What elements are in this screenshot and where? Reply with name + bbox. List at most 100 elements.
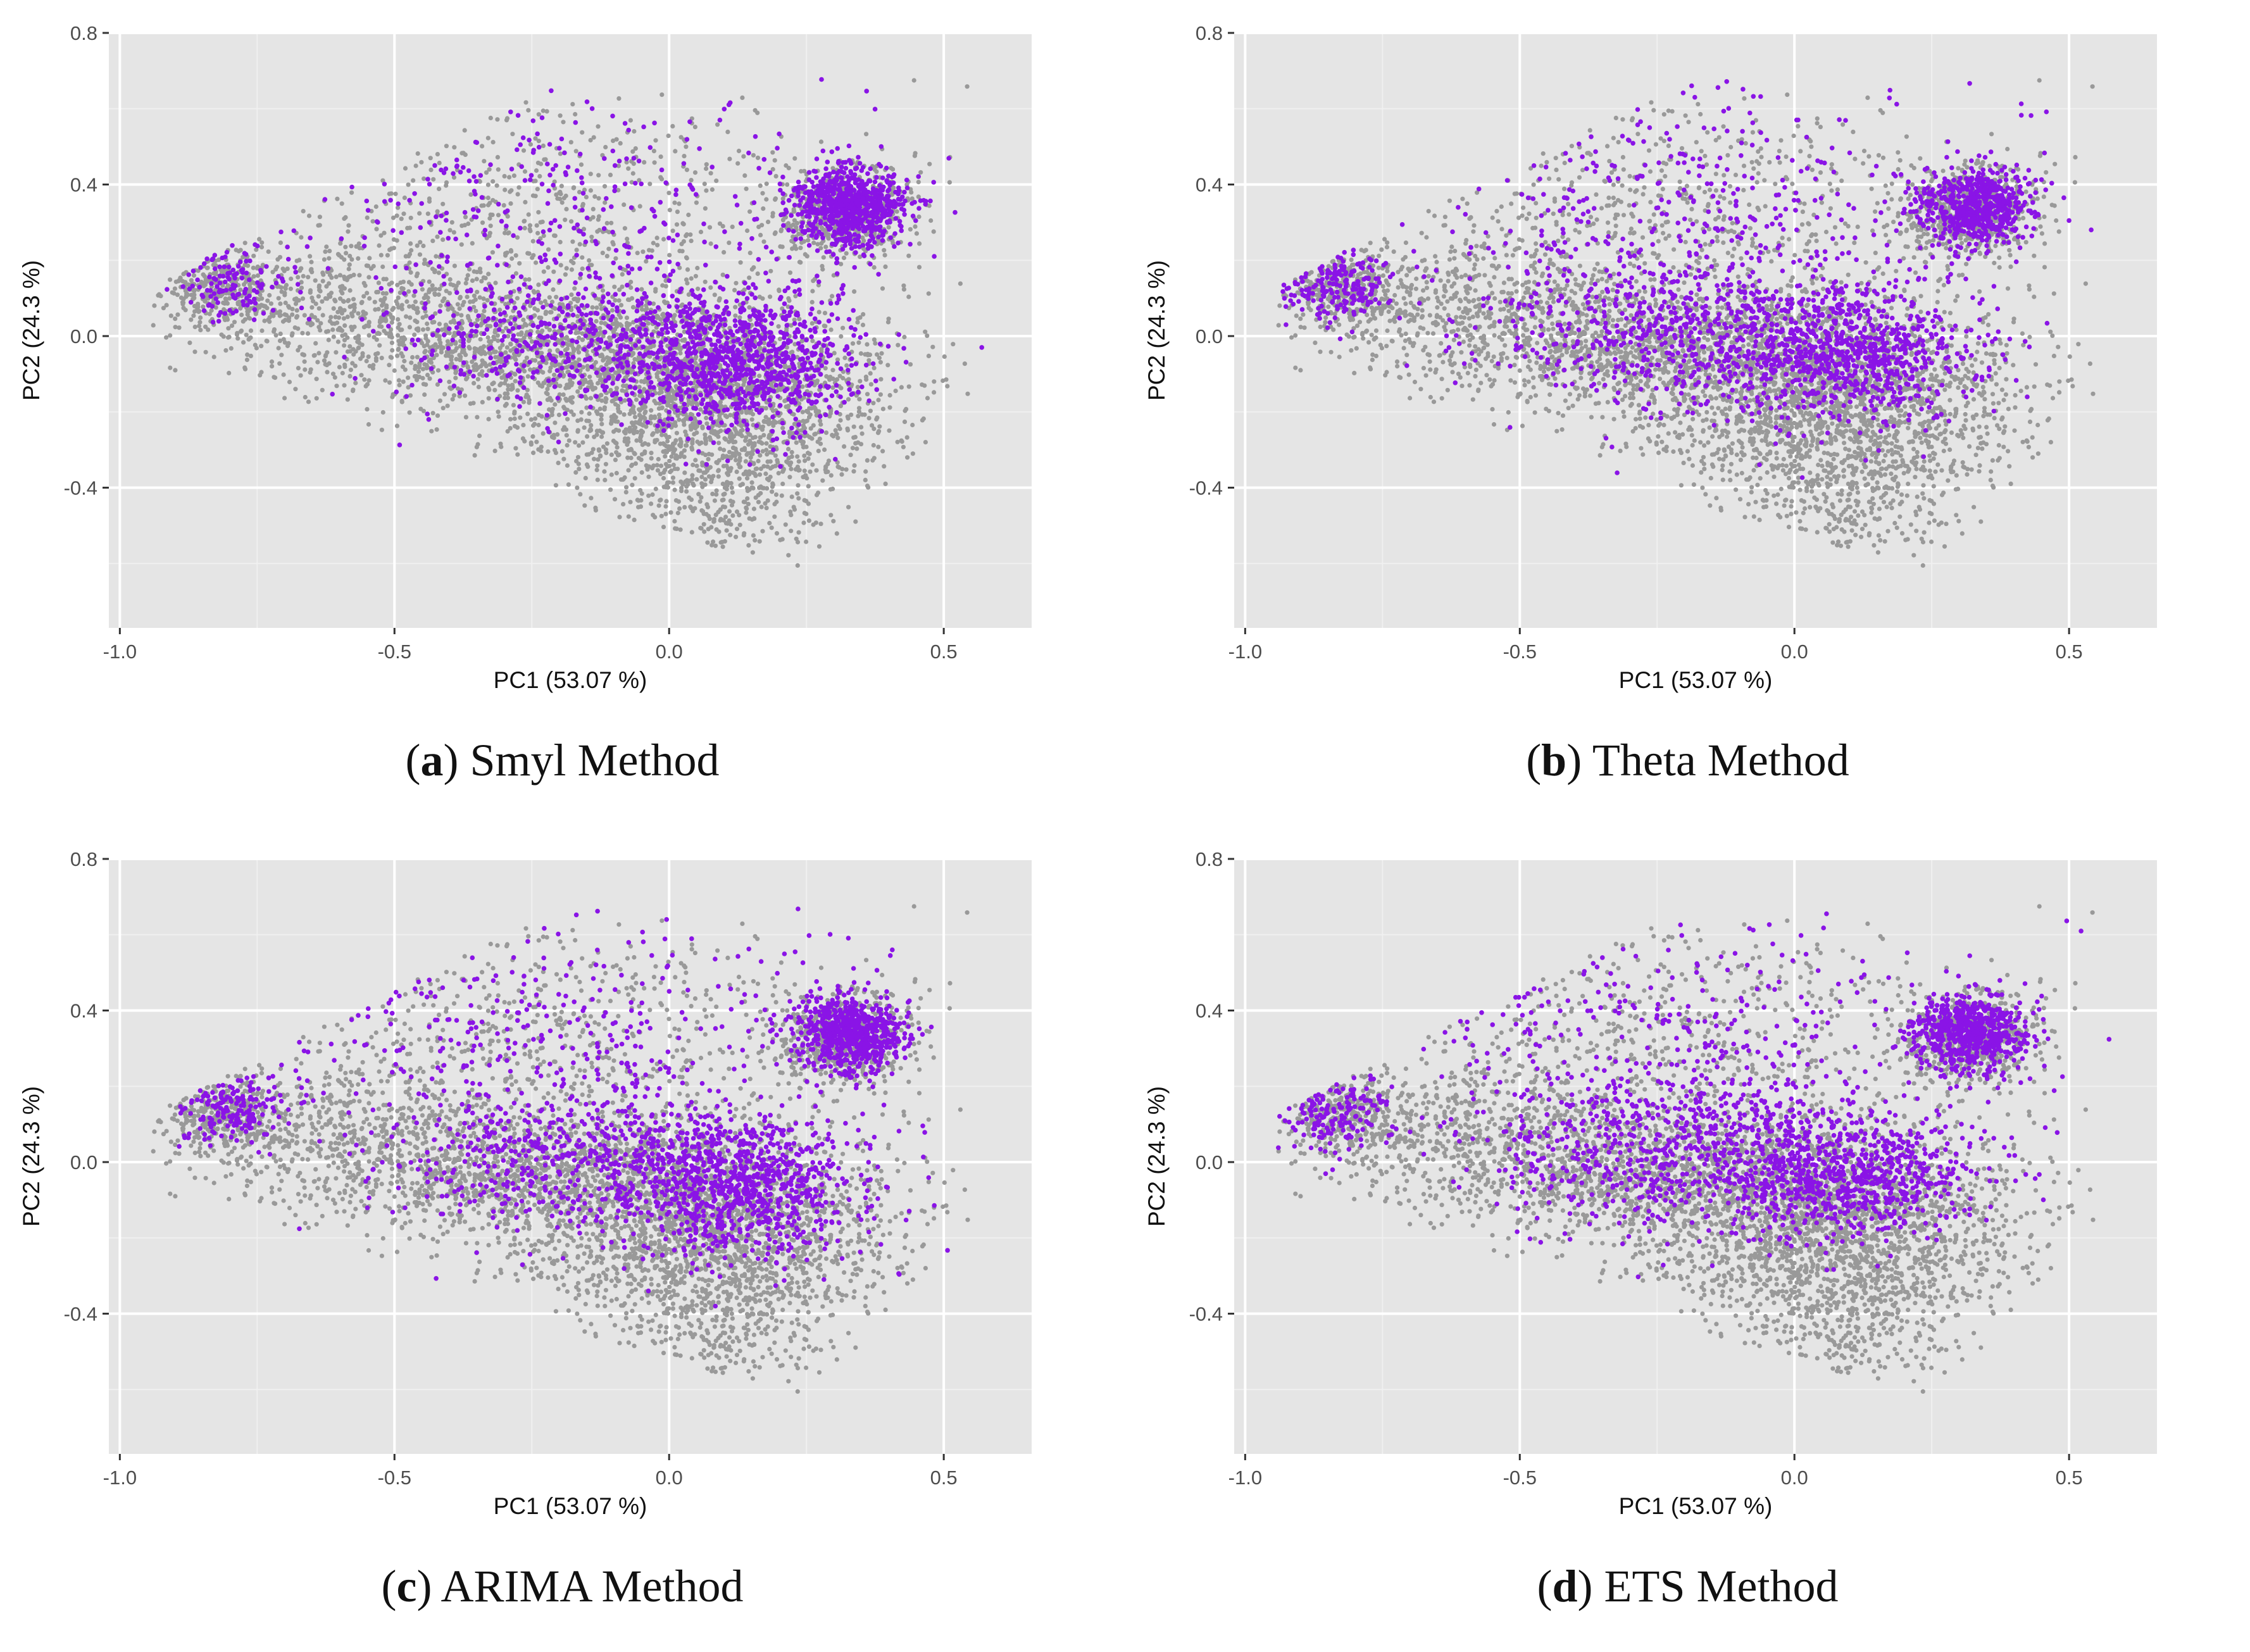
point-all	[775, 458, 780, 463]
point-all	[279, 353, 284, 358]
point-all	[361, 325, 367, 330]
point-all	[558, 384, 563, 389]
point-all	[346, 223, 351, 228]
point-all	[672, 200, 677, 205]
point-all	[745, 488, 750, 494]
point-all	[699, 481, 704, 486]
point-all	[642, 160, 647, 165]
point-all	[484, 363, 489, 368]
point-all	[932, 390, 937, 395]
point-all	[594, 467, 599, 473]
point-all	[856, 340, 861, 345]
point-all	[168, 365, 173, 370]
point-all	[213, 305, 218, 310]
point-all	[384, 291, 389, 296]
point-all	[751, 506, 756, 511]
point-all	[461, 350, 467, 355]
point-all	[378, 233, 384, 238]
point-all	[795, 465, 800, 470]
point-all	[637, 204, 642, 209]
point-all	[660, 283, 665, 288]
point-all	[439, 349, 444, 355]
point-all	[493, 354, 498, 360]
point-all	[673, 438, 678, 443]
point-all	[839, 261, 844, 266]
point-all	[616, 163, 622, 168]
point-all	[530, 255, 535, 260]
point-all	[904, 435, 909, 440]
point-all	[570, 380, 575, 385]
point-all	[527, 277, 532, 282]
point-all	[543, 157, 548, 162]
point-all	[761, 239, 766, 244]
point-all	[571, 260, 576, 266]
point-all	[168, 277, 173, 282]
point-all	[720, 223, 725, 228]
point-all	[399, 306, 404, 311]
point-all	[688, 232, 693, 237]
point-all	[658, 463, 664, 468]
point-all	[508, 247, 514, 253]
point-all	[689, 239, 694, 244]
point-all	[509, 256, 515, 261]
point-all	[637, 407, 642, 412]
point-all	[371, 264, 376, 269]
point-all	[592, 385, 598, 391]
point-all	[682, 470, 687, 475]
point-all	[704, 188, 709, 193]
point-all	[515, 235, 520, 240]
point-all	[494, 183, 499, 188]
point-all	[324, 284, 329, 289]
point-all	[323, 362, 328, 367]
point-all	[652, 160, 657, 165]
point-all	[328, 291, 334, 296]
point-all	[415, 271, 420, 276]
point-all	[444, 289, 449, 294]
point-all	[396, 295, 401, 300]
point-all	[312, 353, 317, 358]
point-all	[488, 115, 493, 120]
point-all	[791, 222, 796, 227]
point-all	[429, 429, 434, 434]
point-all	[370, 366, 376, 371]
point-all	[685, 267, 691, 272]
point-all	[531, 450, 536, 456]
point-all	[682, 504, 687, 510]
point-all	[752, 516, 757, 522]
point-all	[697, 499, 703, 504]
point-all	[356, 345, 361, 351]
point-all	[512, 416, 517, 422]
point-all	[465, 364, 470, 369]
point-all	[508, 342, 513, 347]
point-all	[656, 370, 661, 375]
point-all	[571, 412, 576, 417]
point-all	[734, 509, 740, 515]
point-all	[367, 363, 372, 369]
point-all	[646, 493, 651, 498]
point-all	[700, 451, 705, 456]
point-all	[841, 375, 846, 381]
point-all	[563, 272, 568, 277]
point-all	[797, 260, 802, 265]
point-all	[207, 311, 212, 316]
point-all	[750, 550, 755, 555]
point-all	[887, 392, 892, 398]
point-all	[623, 490, 628, 495]
point-all	[666, 191, 672, 196]
point-all	[745, 451, 750, 456]
point-all	[868, 371, 873, 376]
point-all	[313, 341, 318, 346]
point-all	[561, 304, 566, 310]
point-all	[403, 166, 408, 171]
point-all	[910, 451, 915, 456]
point-all	[595, 477, 600, 482]
point-all	[315, 360, 320, 365]
point-all	[430, 239, 435, 244]
point-all	[828, 473, 834, 478]
point-all	[382, 329, 387, 334]
point-all	[349, 325, 354, 330]
point-all	[804, 418, 809, 423]
point-all	[442, 392, 447, 397]
point-all	[596, 124, 601, 129]
point-all	[787, 270, 793, 275]
